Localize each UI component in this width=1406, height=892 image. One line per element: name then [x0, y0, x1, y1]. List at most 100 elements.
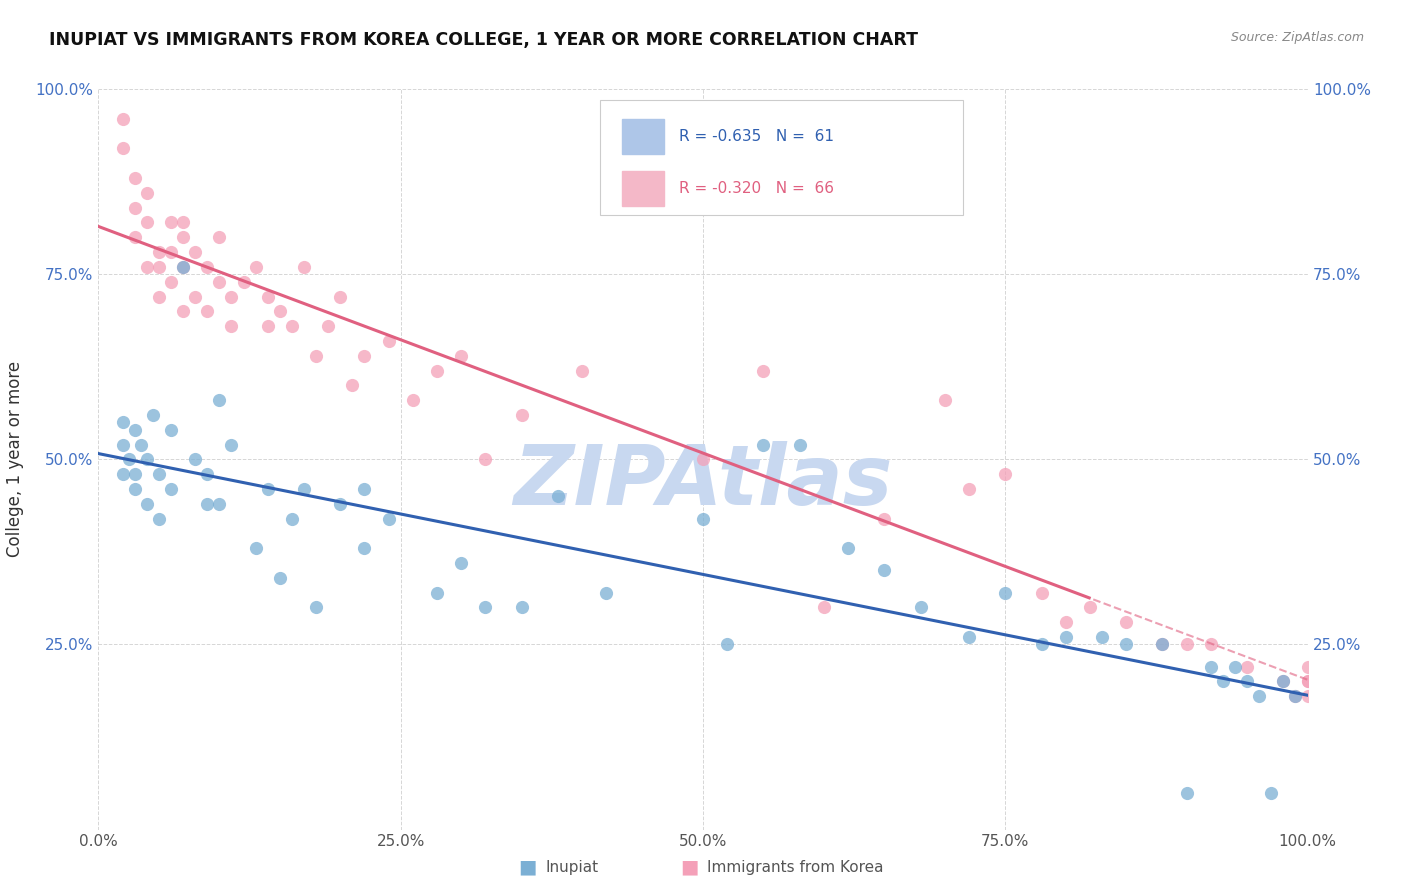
Point	[402, 393, 425, 408]
Point	[1296, 674, 1319, 689]
Point	[1296, 674, 1319, 689]
Text: R = -0.635   N =  61: R = -0.635 N = 61	[679, 129, 834, 145]
Point	[1296, 690, 1319, 704]
Point	[957, 630, 980, 644]
Text: ZIPAtlas: ZIPAtlas	[513, 441, 893, 522]
Point	[994, 585, 1017, 599]
Point	[474, 600, 496, 615]
Point	[1054, 630, 1077, 644]
Point	[129, 437, 152, 451]
Point	[160, 423, 183, 437]
Point	[1236, 659, 1258, 673]
Text: Source: ZipAtlas.com: Source: ZipAtlas.com	[1230, 31, 1364, 45]
Point	[353, 349, 375, 363]
Point	[269, 571, 291, 585]
Point	[510, 408, 533, 422]
Point	[752, 437, 775, 451]
Point	[160, 275, 183, 289]
Point	[1260, 786, 1282, 800]
Point	[184, 452, 207, 467]
Point	[1115, 615, 1137, 630]
Point	[281, 511, 304, 525]
Y-axis label: College, 1 year or more: College, 1 year or more	[7, 361, 24, 558]
Point	[221, 289, 243, 303]
Point	[160, 245, 183, 260]
Point	[1078, 600, 1101, 615]
Text: INUPIAT VS IMMIGRANTS FROM KOREA COLLEGE, 1 YEAR OR MORE CORRELATION CHART: INUPIAT VS IMMIGRANTS FROM KOREA COLLEGE…	[49, 31, 918, 49]
Text: Inupiat: Inupiat	[546, 861, 599, 875]
Point	[292, 482, 315, 496]
Point	[111, 415, 134, 429]
Text: ■: ■	[517, 857, 537, 876]
Point	[957, 482, 980, 496]
Bar	[621, 119, 664, 154]
Point	[1175, 637, 1198, 651]
Point	[994, 467, 1017, 482]
Point	[1284, 690, 1306, 704]
FancyBboxPatch shape	[600, 100, 963, 215]
Point	[208, 393, 231, 408]
Point	[135, 186, 157, 200]
Point	[208, 497, 231, 511]
Point	[160, 215, 183, 229]
Point	[148, 467, 170, 482]
Point	[595, 585, 617, 599]
Point	[1249, 690, 1271, 704]
Point	[135, 452, 157, 467]
Point	[195, 497, 218, 511]
Point	[281, 319, 304, 334]
Point	[124, 482, 146, 496]
Point	[1272, 674, 1295, 689]
Point	[269, 304, 291, 318]
Point	[1152, 637, 1174, 651]
Point	[426, 363, 449, 377]
Point	[124, 171, 146, 186]
Point	[172, 230, 194, 244]
Bar	[621, 170, 664, 206]
Point	[873, 511, 896, 525]
Point	[256, 319, 278, 334]
Point	[221, 319, 243, 334]
Point	[135, 497, 157, 511]
Point	[148, 289, 170, 303]
Point	[547, 489, 569, 503]
Point	[256, 289, 278, 303]
Text: Immigrants from Korea: Immigrants from Korea	[707, 861, 884, 875]
Point	[1115, 637, 1137, 651]
Point	[1272, 674, 1295, 689]
Point	[135, 260, 157, 274]
Point	[377, 334, 399, 348]
Point	[837, 541, 859, 556]
Point	[342, 378, 364, 392]
Point	[1054, 615, 1077, 630]
Point	[329, 497, 352, 511]
Point	[716, 637, 738, 651]
Point	[135, 215, 157, 229]
Point	[1199, 637, 1222, 651]
Point	[195, 260, 218, 274]
Point	[353, 482, 375, 496]
Point	[450, 349, 472, 363]
Point	[172, 260, 194, 274]
Point	[1212, 674, 1234, 689]
Point	[305, 600, 328, 615]
Point	[1031, 637, 1053, 651]
Point	[148, 511, 170, 525]
Point	[510, 600, 533, 615]
Point	[184, 245, 207, 260]
Point	[142, 408, 165, 422]
Point	[172, 304, 194, 318]
Point	[1199, 659, 1222, 673]
Point	[184, 289, 207, 303]
Point	[111, 141, 134, 155]
Point	[245, 260, 267, 274]
Point	[160, 482, 183, 496]
Point	[1175, 786, 1198, 800]
Point	[1031, 585, 1053, 599]
Point	[292, 260, 315, 274]
Point	[148, 245, 170, 260]
Point	[195, 467, 218, 482]
Point	[353, 541, 375, 556]
Point	[377, 511, 399, 525]
Point	[245, 541, 267, 556]
